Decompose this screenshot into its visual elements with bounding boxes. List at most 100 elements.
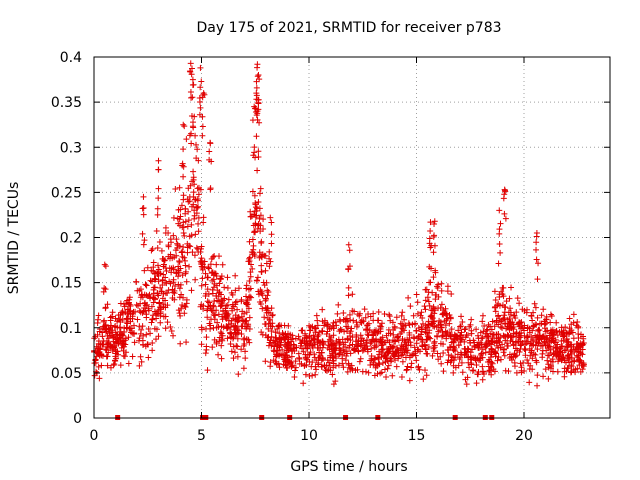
data-point: [529, 355, 536, 362]
data-point: [530, 309, 537, 316]
data-point: [111, 323, 118, 330]
data-point: [333, 322, 340, 329]
data-point: [178, 291, 185, 298]
data-point: [253, 90, 260, 97]
data-point: [408, 352, 415, 359]
data-point: [183, 136, 190, 143]
y-tick-label: 0.15: [51, 276, 82, 292]
data-point: [285, 358, 292, 365]
data-point: [170, 214, 177, 221]
data-point: [139, 230, 146, 237]
data-point: [405, 294, 412, 301]
data-point: [252, 105, 259, 112]
data-point: [292, 367, 299, 374]
data-point: [255, 72, 262, 79]
data-point: [535, 260, 542, 267]
data-point: [238, 330, 245, 337]
data-point: [179, 162, 186, 169]
data-point: [202, 281, 209, 288]
data-point: [495, 312, 502, 319]
data-point: [501, 352, 508, 359]
data-point: [202, 270, 209, 277]
data-point: [522, 347, 529, 354]
data-point: [484, 326, 491, 333]
data-point: [508, 357, 515, 364]
data-point: [131, 339, 138, 346]
data-point: [381, 366, 388, 373]
data-point: [402, 322, 409, 329]
data-point: [391, 323, 398, 330]
data-point: [206, 148, 213, 155]
data-point: [100, 288, 107, 295]
data-point: [104, 332, 111, 339]
data-point: [441, 309, 448, 316]
data-point: [209, 254, 216, 261]
data-point: [549, 335, 556, 342]
data-point: [567, 369, 574, 376]
data-point: [424, 350, 431, 357]
data-point: [501, 210, 508, 217]
data-point: [117, 318, 124, 325]
data-point: [543, 338, 550, 345]
data-point: [398, 373, 405, 380]
data-point: [485, 358, 492, 365]
data-point: [235, 371, 242, 378]
data-point: [180, 230, 187, 237]
data-point: [532, 304, 539, 311]
data-point: [554, 368, 561, 375]
data-point: [318, 363, 325, 370]
data-point: [109, 313, 116, 320]
data-point: [432, 267, 439, 274]
data-point: [447, 358, 454, 365]
data-point: [507, 337, 514, 344]
data-point: [188, 140, 195, 147]
data-point: [559, 343, 566, 350]
data-point: [190, 168, 197, 175]
data-point: [91, 360, 98, 367]
data-point: [215, 323, 222, 330]
data-point: [201, 258, 208, 265]
data-point: [198, 255, 205, 262]
data-point: [167, 251, 174, 258]
data-point: [371, 356, 378, 363]
data-point: [335, 301, 342, 308]
data-point: [176, 310, 183, 317]
data-point: [437, 322, 444, 329]
data-point: [213, 307, 220, 314]
data-point: [568, 368, 575, 375]
data-point: [212, 312, 219, 319]
data-point: [248, 248, 255, 255]
data-point: [107, 317, 114, 324]
data-point: [545, 364, 552, 371]
data-point: [503, 325, 510, 332]
data-point: [376, 361, 383, 368]
y-tick-label: 0.2: [60, 231, 82, 247]
data-point: [109, 347, 116, 354]
data-point: [220, 324, 227, 331]
data-point: [348, 365, 355, 372]
data-point: [496, 302, 503, 309]
data-point: [404, 363, 411, 370]
data-point: [533, 359, 540, 366]
data-point: [198, 282, 205, 289]
data-point: [200, 219, 207, 226]
data-point: [298, 340, 305, 347]
data-point: [362, 314, 369, 321]
data-point: [533, 246, 540, 253]
data-point: [209, 269, 216, 276]
data-point: [160, 271, 167, 278]
data-point: [448, 339, 455, 346]
data-point: [314, 333, 321, 340]
data-point: [212, 270, 219, 277]
data-point: [393, 334, 400, 341]
data-point: [487, 351, 494, 358]
data-point: [344, 335, 351, 342]
data-point: [172, 185, 179, 192]
data-point: [234, 306, 241, 313]
data-point: [497, 249, 504, 256]
data-point: [520, 359, 527, 366]
data-point: [231, 349, 238, 356]
data-point: [243, 317, 250, 324]
data-point: [487, 363, 494, 370]
data-point: [397, 320, 404, 327]
